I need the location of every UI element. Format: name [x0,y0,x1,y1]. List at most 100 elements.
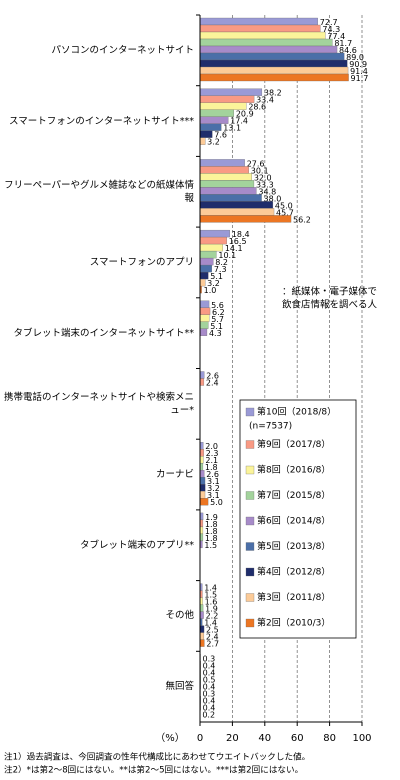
bar [199,215,292,223]
value-label: 8.2 [215,258,228,267]
value-label: 89.0 [346,53,364,62]
x-tick-label: 60 [291,733,304,744]
bar [199,59,348,68]
value-label: 1.9 [205,513,218,522]
bar [199,625,205,633]
legend-label: 第5回（2013/8） [257,540,330,552]
bar [199,632,205,640]
value-label: 91.4 [350,67,368,76]
legend-swatch [245,618,255,628]
bar [199,201,274,209]
bar [199,271,209,280]
category-label: スマートフォンのアプリ [89,256,194,268]
legend-label: 第6回（2014/8） [257,515,330,527]
value-label: 38.0 [264,194,282,203]
bar [199,378,205,386]
value-label: 2.6 [206,372,219,381]
bar [199,137,206,145]
value-label: 4.3 [209,329,222,338]
legend-swatch [245,465,255,475]
value-label: 81.7 [334,39,352,48]
category-label: タブレット端末のインターネットサイト** [13,327,194,339]
legend-swatch [245,407,255,417]
value-label: 3.2 [207,484,220,493]
value-label: 91.7 [351,74,369,83]
bar [199,243,223,252]
bar [199,470,205,478]
bar [199,456,204,464]
legend-label: 第3回（2011/8） [257,591,330,603]
bar [199,130,213,138]
bar [199,45,338,54]
value-label: 32.0 [254,173,272,182]
value-label: 5.6 [211,301,224,310]
bar [199,314,210,322]
annotation: 飲食店情報を調べる人 [282,299,378,311]
bar [199,611,204,619]
bar [199,321,209,329]
value-label: 0.3 [202,689,215,698]
bar [199,250,217,259]
legend-note: (n=7537) [249,422,292,432]
bar [199,484,206,492]
value-label: 45.0 [275,201,293,210]
value-label: 1.4 [204,584,217,593]
bar [199,194,262,202]
value-label: 3.2 [207,279,220,288]
bar [199,159,245,167]
value-label: 74.3 [322,25,340,34]
value-label: 27.6 [247,159,265,168]
bar [199,109,235,117]
value-label: 2.3 [206,449,219,458]
value-label: 72.7 [320,18,338,27]
value-label: 5.1 [210,272,223,281]
value-label: 0.4 [203,668,216,677]
x-tick-label: 0 [197,733,203,744]
bar [199,73,349,82]
legend-swatch [245,491,255,500]
value-label: 3.1 [207,477,220,486]
value-label: 17.4 [230,117,248,126]
value-label: 90.9 [349,60,367,69]
value-label: 33.4 [256,96,274,105]
value-label: 2.0 [205,442,218,451]
bar [199,187,257,195]
value-label: 2.6 [206,470,219,479]
value-label: 56.2 [293,215,311,224]
bar [199,477,206,485]
value-label: 14.1 [225,244,243,253]
bar [199,102,247,110]
value-label: 30.1 [251,166,269,175]
bar [199,449,204,457]
annotation: ：紙媒体・電子媒体で [282,286,377,298]
legend-label: 第10回（2018/8） [257,406,336,418]
bar [199,491,206,499]
bar [199,95,255,103]
value-label: 2.1 [205,456,218,465]
value-label: 2.7 [206,640,219,649]
value-label: 10.1 [218,251,236,260]
bar [199,328,208,336]
value-label: 1.5 [204,541,217,550]
bar [199,278,206,287]
bar [199,52,345,61]
bar [199,173,252,181]
legend-swatch [245,516,255,526]
category-label: カーナビ [155,469,194,481]
bar [199,166,249,174]
value-label: 1.6 [205,598,218,607]
value-label: 5.7 [211,315,224,324]
x-tick-label: 80 [323,733,336,744]
value-label: 77.4 [327,32,345,41]
bar [199,257,214,266]
value-label: 7.6 [214,131,227,140]
value-label: 1.5 [204,591,217,600]
value-label: 0.4 [203,696,216,705]
value-label: 7.3 [214,265,227,274]
bar [199,66,349,75]
value-label: 28.6 [248,103,266,112]
category-label: フリーペーパーやグルメ雑誌などの紙媒体情報 [4,179,194,204]
value-label: 33.3 [256,180,274,189]
